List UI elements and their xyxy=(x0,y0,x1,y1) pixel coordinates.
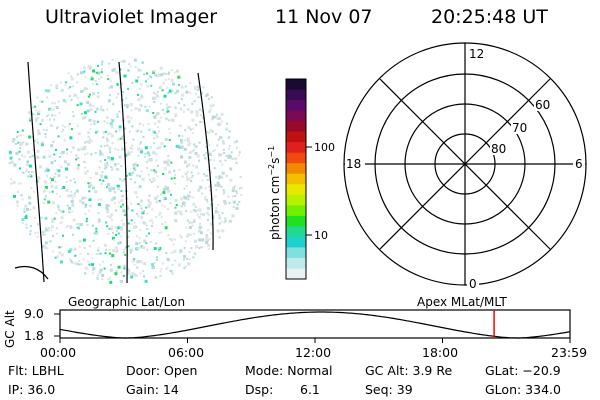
door-info: Door: Open xyxy=(126,363,198,378)
colorbar-cell xyxy=(286,152,306,164)
date-label: 11 Nov 07 xyxy=(275,6,373,28)
geographic-lat-lon-title: Geographic Lat/Lon xyxy=(68,295,186,309)
colorbar-cell xyxy=(286,205,306,217)
colorbar-unit-label: photon cm−2s−1 xyxy=(267,146,282,240)
colorbar-cell xyxy=(286,89,306,101)
lat-label-80: 80 xyxy=(491,142,506,156)
glon-info: GLon: 334.0 xyxy=(485,382,561,397)
time-tick-0000: 00:00 xyxy=(40,345,77,360)
geographic-image-panel xyxy=(8,58,243,284)
colorbar-cell xyxy=(286,121,306,133)
meridian-line-east xyxy=(197,72,214,251)
colorbar-cell xyxy=(286,173,306,185)
colorbar-cell xyxy=(286,257,306,270)
colorbar-cell xyxy=(286,79,306,91)
time-tick-1800: 18:00 xyxy=(422,345,459,360)
seq-info: Seq: 39 xyxy=(365,382,413,397)
time-label: 20:25:48 UT xyxy=(431,6,548,28)
altitude-curve xyxy=(59,311,571,339)
color-bar: 100 10 photon cm−2s−1 xyxy=(267,78,335,280)
dsp-label: Dsp: xyxy=(245,382,274,397)
orbit-track-panel xyxy=(54,309,571,343)
time-tick-2359: 23:59 xyxy=(551,345,588,360)
time-tick-0600: 06:00 xyxy=(168,345,205,360)
time-tick-1200: 12:00 xyxy=(295,345,332,360)
polar-diagonal-2 xyxy=(379,78,551,250)
emission-speckles xyxy=(8,58,243,284)
ip-info: IP: 36.0 xyxy=(8,382,56,397)
gc-alt-tick-low: 1.8 xyxy=(24,328,44,343)
colorbar-cell xyxy=(286,100,306,112)
meridian-line-west xyxy=(27,61,45,283)
glat-info: GLat: −20.9 xyxy=(485,363,561,378)
mlt-label-6: 6 xyxy=(575,157,583,171)
lat-label-60: 60 xyxy=(535,98,550,112)
colorbar-cell xyxy=(286,268,306,280)
colorbar-cell xyxy=(286,215,306,227)
colorbar-cell xyxy=(286,194,306,206)
colorbar-cell xyxy=(286,236,306,249)
instrument-title: Ultraviolet Imager xyxy=(45,6,218,28)
colorbar-tick-10: 10 xyxy=(314,229,328,242)
mode-info: Mode: Normal xyxy=(245,363,333,378)
lat-label-70: 70 xyxy=(512,121,527,135)
gain-info: Gain: 14 xyxy=(126,382,179,397)
meridian-line-center xyxy=(118,61,128,284)
colorbar-cell xyxy=(286,142,306,154)
dsp-value: 6.1 xyxy=(300,382,320,397)
gc-alt-axis-label: GC Alt xyxy=(3,310,17,348)
colorbar-cell xyxy=(286,184,306,196)
polar-mlat-mlt-grid: 12 18 6 0 60 70 80 xyxy=(343,42,587,291)
colorbar-cell xyxy=(286,226,306,238)
coastline-fragment xyxy=(14,265,49,280)
gc-alt-info: GC Alt: 3.9 Re xyxy=(365,363,453,378)
colorbar-cell xyxy=(286,131,306,143)
colorbar-cell xyxy=(286,163,306,175)
mlt-label-12: 12 xyxy=(469,47,484,61)
mlt-label-18: 18 xyxy=(346,157,361,171)
colorbar-tick-100: 100 xyxy=(314,141,335,154)
colorbar-cell xyxy=(286,110,306,122)
filter-info: Flt: LBHL xyxy=(8,363,64,378)
colorbar-cell xyxy=(286,247,306,259)
apex-mlat-mlt-title: Apex MLat/MLT xyxy=(417,295,507,309)
gc-alt-tick-high: 9.0 xyxy=(24,306,44,321)
mlt-label-0: 0 xyxy=(469,277,477,291)
